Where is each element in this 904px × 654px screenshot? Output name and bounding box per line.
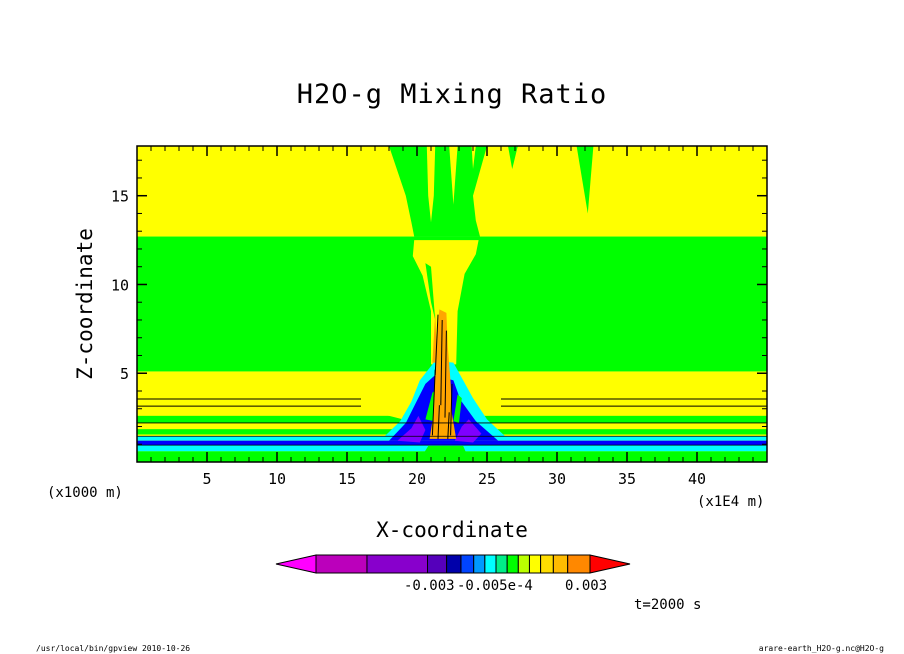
x-tick-label: 5 xyxy=(202,470,211,488)
colorbar-segment xyxy=(495,554,508,574)
colorbar-segment xyxy=(540,554,554,574)
central-green-plume xyxy=(389,146,487,237)
y-axis: 5 10 15 xyxy=(111,159,767,445)
colorbar xyxy=(275,554,631,574)
plot-frame xyxy=(136,145,768,463)
colorbar-segment xyxy=(366,554,429,574)
green-finger-2 xyxy=(576,146,594,214)
x-tick-label: 10 xyxy=(268,470,286,488)
orange-core xyxy=(429,309,457,439)
core-contour-2 xyxy=(440,319,443,406)
colorbar-segment xyxy=(315,554,368,574)
footer-right: arare-earth_H2O-g.nc@H2O-g xyxy=(759,644,884,653)
right-wedge xyxy=(494,398,767,413)
y-tick-label: 10 xyxy=(111,276,129,294)
colorbar-label-mid: -0.005e-4 xyxy=(457,578,533,594)
yellow-spike-2 xyxy=(449,146,458,205)
x-axis-label: X-coordinate xyxy=(376,518,528,542)
yellow-spike-3 xyxy=(471,146,476,170)
x-tick-label: 30 xyxy=(548,470,566,488)
time-label: t=2000 s xyxy=(634,597,701,613)
low-green-sliver-2 xyxy=(453,394,462,423)
colorbar-label-high: 0.003 xyxy=(565,578,607,594)
band-blue-stripe xyxy=(137,440,767,446)
colorbar-segment xyxy=(506,554,519,574)
footer-left: /usr/local/bin/gpview 2010-10-26 xyxy=(36,644,190,653)
y-tick-label: 5 xyxy=(120,365,129,383)
colorbar-segment xyxy=(446,554,462,574)
colorbar-arrow-low xyxy=(275,554,317,574)
x-tick-label: 20 xyxy=(408,470,426,488)
x-axis: 5 10 15 20 25 30 35 40 xyxy=(150,146,754,488)
y-tick-label: 15 xyxy=(111,188,129,206)
plot-area xyxy=(137,146,767,462)
y-axis-label: Z-coordinate xyxy=(73,228,97,380)
core-contour-5 xyxy=(450,383,453,436)
core-contour-6 xyxy=(437,405,440,439)
core-contour-1 xyxy=(434,314,439,376)
colorbar-segment xyxy=(484,554,497,574)
yellow-spike-1 xyxy=(426,146,436,223)
colorbar-segment xyxy=(567,554,591,574)
x-tick-label: 35 xyxy=(618,470,636,488)
colorbar-segment xyxy=(460,554,475,574)
purple-blob-right xyxy=(454,419,482,443)
x-tick-label: 25 xyxy=(478,470,496,488)
x-tick-label: 15 xyxy=(338,470,356,488)
chart-title: H2O-g Mixing Ratio xyxy=(297,79,608,110)
colorbar-segment xyxy=(517,554,530,574)
core-contour-7 xyxy=(447,412,450,439)
colorbar-segment xyxy=(427,554,448,574)
left-wedge xyxy=(137,398,375,413)
x-tick-label: 40 xyxy=(688,470,706,488)
colorbar-arrow-high xyxy=(589,554,631,574)
core-contour-3 xyxy=(444,330,447,418)
colorbar-segment xyxy=(528,554,542,574)
colorbar-segment xyxy=(552,554,569,574)
x-unit-label: (x1000 m) xyxy=(47,485,123,501)
purple-blob-left xyxy=(397,415,426,443)
plume-green-notch xyxy=(425,263,436,320)
colorbar-segment xyxy=(473,554,486,574)
green-finger-1 xyxy=(508,146,518,170)
colorbar-label-low: -0.003 xyxy=(404,578,455,594)
x-scale-note: (x1E4 m) xyxy=(697,494,764,510)
core-contour-4 xyxy=(431,369,436,436)
